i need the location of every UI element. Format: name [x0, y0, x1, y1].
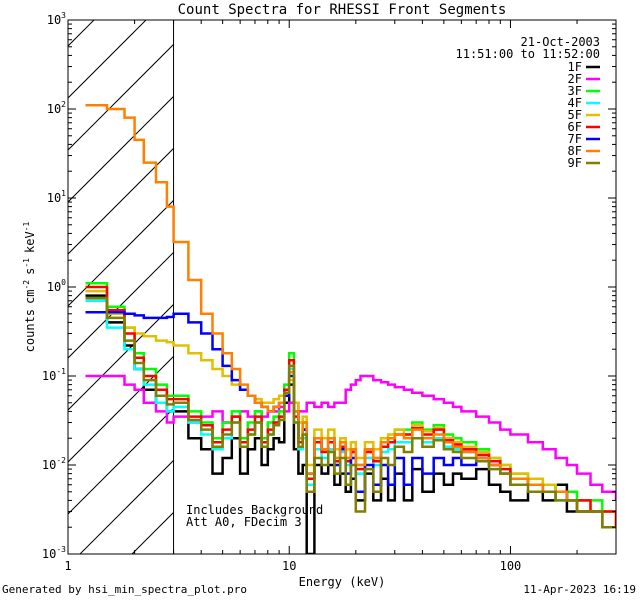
series-lines	[85, 104, 616, 554]
footer-generated-by: Generated by hsi_min_spectra_plot.pro	[2, 583, 248, 596]
legend-label: 9F	[568, 156, 582, 170]
hatch-line	[68, 355, 174, 463]
observation-time-range: 11:51:00 to 11:52:00	[456, 47, 601, 61]
hatch-line	[79, 459, 174, 554]
hatch-line	[68, 20, 95, 47]
y-tick-label: 100	[47, 278, 66, 294]
x-tick-label: 10	[282, 559, 296, 573]
hatched-region	[0, 0, 174, 554]
footer-timestamp: 11-Apr-2023 16:19	[523, 583, 636, 596]
x-tick-label: 1	[64, 559, 71, 573]
hatch-line	[68, 20, 147, 99]
y-tick-label: 10-3	[42, 545, 66, 561]
y-tick-label: 10-2	[42, 456, 66, 472]
chart-title: Count Spectra for RHESSI Front Segments	[178, 2, 507, 18]
legend-label: 6F	[568, 120, 582, 134]
annotation-background: Includes Background	[186, 503, 323, 517]
hatch-line	[68, 407, 174, 515]
y-axis-label: countscm-2s-1keV-1	[22, 221, 37, 352]
legend-label: 8F	[568, 144, 582, 158]
hatch-line	[131, 511, 174, 554]
series-1F	[85, 294, 616, 554]
y-tick-label: 103	[47, 11, 66, 27]
series-7F	[85, 311, 616, 529]
legend-label: 5F	[568, 108, 582, 122]
y-tick-label: 10-1	[42, 367, 66, 383]
series-8F	[85, 104, 616, 529]
hatch-line	[0, 0, 68, 554]
legend-label: 7F	[568, 132, 582, 146]
axis-tick-labels: 1 10 100 10-3 10-2 10-1 100 101 102 103	[42, 11, 521, 573]
hatch-line	[68, 251, 174, 359]
series-2F	[85, 374, 616, 501]
annotation-attenuator: Att A0, FDecim 3	[186, 515, 302, 529]
hatch-line	[68, 199, 174, 307]
series-9F	[85, 296, 616, 529]
legend-label: 2F	[568, 72, 582, 86]
y-tick-label: 102	[47, 100, 66, 116]
legend-label: 3F	[568, 84, 582, 98]
y-tick-label: 101	[47, 189, 66, 205]
x-tick-label: 100	[500, 559, 522, 573]
hatch-line	[68, 43, 174, 151]
axis-ticks	[67, 19, 617, 555]
series-4F	[85, 299, 616, 529]
observation-date: 21-Oct-2003	[521, 35, 600, 49]
x-axis-label: Energy (keV)	[299, 575, 386, 589]
legend-label: 4F	[568, 96, 582, 110]
legend-label: 1F	[568, 60, 582, 74]
